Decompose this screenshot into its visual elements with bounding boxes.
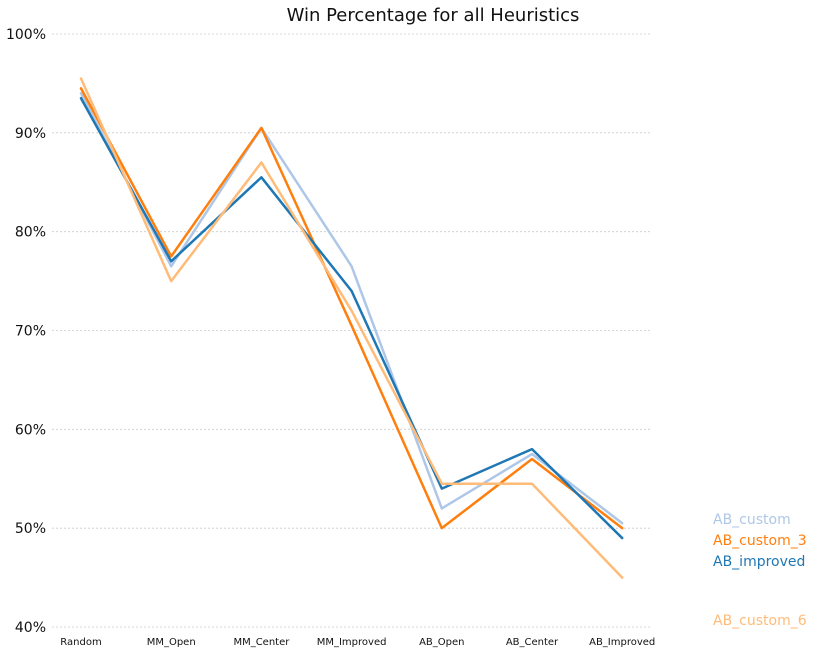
x-tick-label: AB_Improved — [589, 637, 655, 648]
series-line-ab-custom-3 — [79, 87, 624, 530]
gridlines — [52, 33, 651, 628]
chart-title: Win Percentage for all Heuristics — [287, 5, 580, 26]
legend-label: AB_custom_6 — [713, 613, 807, 629]
y-tick-label: 60% — [15, 422, 46, 438]
x-tick-label: MM_Center — [233, 637, 290, 648]
x-tick-label: AB_Center — [506, 637, 559, 648]
x-axis-ticks: Random MM_Open MM_Center MM_Improved AB_Open… — [60, 637, 655, 648]
x-tick-label: MM_Open — [147, 637, 196, 648]
legend: AB_custom AB_custom_3 AB_improved AB_custom… — [713, 512, 807, 629]
series-line-ab-improved — [79, 96, 624, 540]
y-tick-label: 100% — [6, 27, 46, 43]
legend-label: AB_custom — [713, 512, 791, 528]
y-tick-label: 70% — [15, 324, 46, 340]
x-tick-label: Random — [60, 637, 101, 648]
x-tick-label: MM_Improved — [317, 637, 387, 648]
x-tick-label: AB_Open — [419, 637, 464, 648]
y-axis-ticks: 40% 50% 60% 70% 80% 90% 100% — [6, 27, 46, 636]
series-line-ab-custom-6 — [79, 77, 624, 579]
legend-label: AB_custom_3 — [713, 533, 807, 549]
series-lines — [79, 77, 624, 579]
y-tick-label: 90% — [15, 126, 46, 142]
y-tick-label: 40% — [15, 620, 46, 636]
y-tick-label: 50% — [15, 521, 46, 537]
series-line-ab-custom — [79, 92, 624, 525]
legend-label: AB_improved — [713, 554, 805, 570]
y-tick-label: 80% — [15, 225, 46, 241]
